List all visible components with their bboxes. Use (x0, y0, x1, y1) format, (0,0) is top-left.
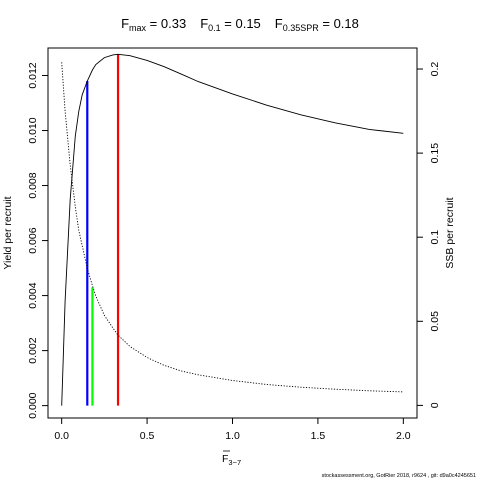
x-axis-label-sub: 3−7 (228, 458, 241, 467)
plot-frame (47, 47, 418, 419)
y-left-tick-label: 0.012 (27, 62, 39, 88)
x-tick-label: 0.0 (54, 430, 69, 442)
y-left-tick-label: 0.008 (27, 172, 39, 198)
y-right-tick-label: 0.2 (429, 62, 441, 77)
title-value: = 0.33 (146, 16, 186, 31)
title-subscript: max (129, 23, 147, 33)
y-left-tick-label: 0.004 (27, 282, 39, 308)
y-right-tick-label: 0 (429, 402, 441, 408)
title-part: F0.35SPR = 0.18 (275, 16, 359, 33)
ssb-per-recruit-line (61, 62, 404, 393)
title-symbol: F (121, 16, 129, 31)
title-symbol: F (200, 16, 208, 31)
y-left-tick-label: 0.002 (27, 337, 39, 363)
y-right-tick-label: 0.15 (429, 143, 441, 164)
title-part: Fmax = 0.33 (121, 16, 186, 33)
chart-marks (61, 53, 404, 406)
chart-title: Fmax = 0.33 F0.1 = 0.15 F0.35SPR = 0.18 (121, 16, 359, 33)
title-subscript: 0.1 (208, 23, 221, 33)
y-left-tick-label: 0.000 (27, 392, 39, 418)
x-axis-label-main: F (222, 453, 228, 465)
y-left-tick-label: 0.006 (27, 227, 39, 253)
title-value: = 0.18 (319, 16, 359, 31)
y-axis-label-left: Yield per recruit (2, 196, 14, 269)
y-right-tick-label: 0.1 (429, 230, 441, 245)
chart-axes: 0.0 0.5 1.0 1.5 2.0 0.000 0.002 0.004 0.006 0.008… (27, 62, 441, 442)
title-symbol: F (275, 16, 283, 31)
x-axis-label: F3−7 (222, 453, 241, 467)
y-right-tick-label: 0.05 (429, 311, 441, 332)
y-left-tick-label: 0.010 (27, 117, 39, 143)
title-value: = 0.15 (221, 16, 261, 31)
x-tick-label: 1.5 (311, 430, 326, 442)
title-subscript: 0.35SPR (283, 23, 320, 33)
y-axis-label-right: SSB per recruit (444, 197, 456, 268)
yield-per-recruit-line (61, 53, 404, 406)
x-tick-label: 1.0 (225, 430, 240, 442)
footer-credit: stockassessment.org, GotRier 2018, r9624… (322, 473, 476, 479)
title-part: F0.1 = 0.15 (200, 16, 261, 33)
x-tick-label: 0.5 (140, 430, 155, 442)
x-tick-label: 2.0 (396, 430, 411, 442)
